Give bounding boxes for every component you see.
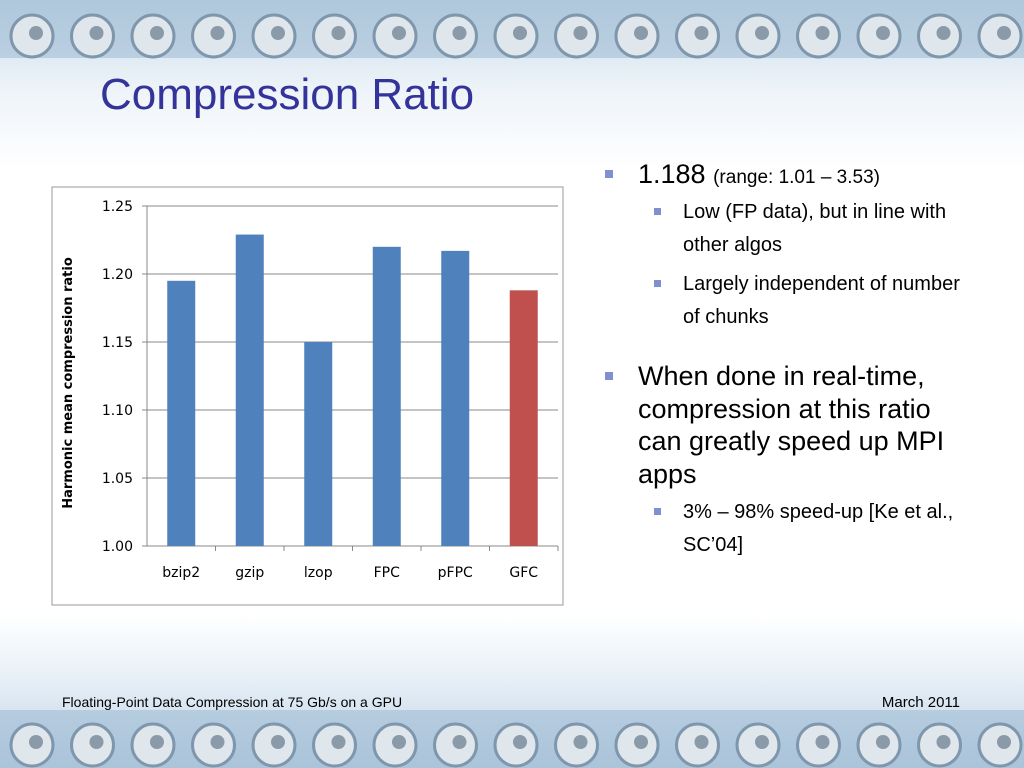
y-tick-label: 1.00 [102, 539, 133, 555]
decor-hole [876, 735, 890, 749]
bar [167, 280, 196, 546]
y-tick-label: 1.10 [102, 403, 133, 419]
bullet-text: When done in real-time, compression at t… [638, 361, 945, 489]
bar [235, 234, 264, 546]
y-tick-label: 1.20 [102, 267, 133, 283]
decor-hole [271, 26, 285, 40]
decor-hole [89, 26, 104, 40]
bar [441, 250, 470, 546]
x-tick-label: gzip [235, 565, 264, 581]
bullet: 1.188 (range: 1.01 – 3.53) Low (FP data),… [600, 158, 968, 334]
decor-hole [392, 735, 406, 749]
decor-hole [634, 735, 648, 749]
footer-right: March 2011 [881, 694, 960, 711]
y-tick-label: 1.05 [102, 471, 133, 487]
decor-hole [876, 26, 890, 40]
bullet: When done in real-time, compression at t… [600, 360, 968, 562]
decor-hole [997, 26, 1011, 40]
decor-hole [513, 26, 527, 40]
decor-hole [634, 26, 648, 40]
decor-hole [210, 26, 225, 40]
decor-hole [452, 735, 467, 749]
decor-hole [331, 26, 346, 40]
decor-hole [331, 735, 346, 749]
slide-title: Compression Ratio [100, 70, 475, 119]
decor-hole [997, 735, 1011, 749]
decor-hole [573, 735, 588, 749]
bar [372, 246, 401, 547]
bar [304, 342, 333, 546]
x-tick-label: pFPC [438, 565, 473, 581]
decor-hole [694, 735, 709, 749]
x-tick-label: GFC [509, 565, 538, 581]
decor-hole [89, 735, 104, 749]
x-tick-label: bzip2 [162, 565, 200, 581]
y-axis-label: Harmonic mean compression ratio [61, 257, 76, 509]
decor-hole [392, 26, 406, 40]
y-tick-label: 1.15 [102, 335, 133, 351]
decor-hole [29, 26, 43, 40]
bar [509, 290, 538, 546]
decor-hole [936, 735, 951, 749]
decor-hole [815, 26, 830, 40]
decor-hole [755, 735, 769, 749]
decor-hole [150, 26, 164, 40]
decor-hole [755, 26, 769, 40]
y-tick-label: 1.25 [102, 199, 133, 215]
x-tick-label: lzop [304, 565, 333, 581]
decor-hole [29, 735, 43, 749]
decor-hole [815, 735, 830, 749]
sub-bullet: Low (FP data), but in line with other al… [638, 196, 963, 262]
footer-left: Floating-Point Data Compression at 75 Gb… [62, 694, 403, 710]
decor-hole [936, 26, 951, 40]
bullet-list: 1.188 (range: 1.01 – 3.53) Low (FP data),… [600, 158, 1000, 588]
decor-hole [694, 26, 709, 40]
x-tick-label: FPC [374, 565, 400, 581]
decor-hole [513, 735, 527, 749]
sub-bullet: 3% – 98% speed-up [Ke et al., SC’04] [638, 496, 963, 562]
decor-hole [210, 735, 225, 749]
decor-hole [573, 26, 588, 40]
decor-hole [271, 735, 285, 749]
decor-hole [150, 735, 164, 749]
bullet-note: (range: 1.01 – 3.53) [713, 167, 880, 188]
bullet-text: 1.188 [638, 159, 706, 189]
decor-hole [452, 26, 467, 40]
sub-bullet: Largely independent of number of chunks [638, 268, 963, 334]
